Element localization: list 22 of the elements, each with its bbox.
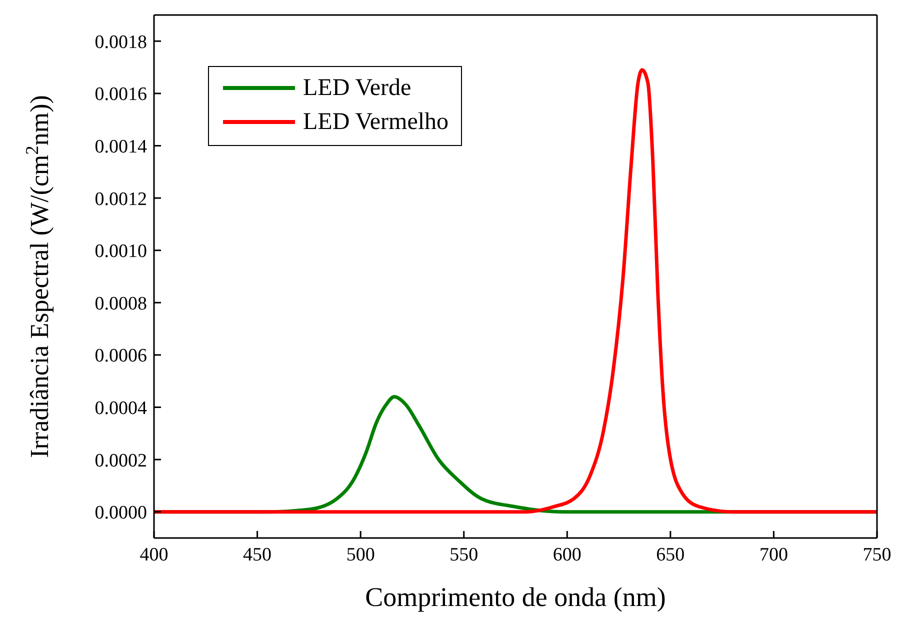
- y-tick-label: 0.0010: [94, 241, 147, 262]
- x-tick-label: 650: [656, 544, 685, 566]
- y-tick-label: 0.0004: [94, 398, 148, 419]
- x-tick-label: 700: [759, 544, 788, 566]
- x-tick-label: 400: [140, 544, 168, 566]
- y-tick-label: 0.0008: [94, 293, 147, 314]
- x-tick-label: 550: [450, 544, 478, 566]
- x-axis-title: Comprimento de onda (nm): [365, 582, 666, 612]
- y-tick-label: 0.0012: [94, 188, 147, 210]
- y-tick-label: 0.0000: [94, 502, 147, 524]
- y-tick-label: 0.0014: [94, 136, 148, 158]
- x-tick-label: 750: [862, 544, 892, 566]
- y-tick-label: 0.0006: [94, 346, 147, 367]
- y-tick-label: 0.0018: [94, 32, 147, 53]
- legend-label: LED Verde: [303, 74, 412, 103]
- x-tick-label: 500: [346, 544, 375, 566]
- x-tick-label: 600: [552, 544, 582, 566]
- x-tick-label: 450: [243, 544, 272, 566]
- y-tick-label: 0.0016: [94, 84, 147, 106]
- line-series: [154, 68, 877, 514]
- legend-label: LED Vermelho: [303, 108, 449, 137]
- y-tick-label: 0.0002: [94, 450, 147, 472]
